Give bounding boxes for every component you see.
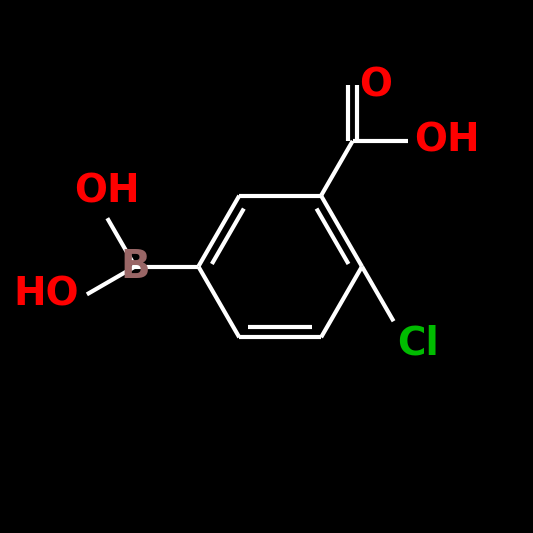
Text: Cl: Cl [397, 325, 439, 363]
Text: B: B [120, 247, 150, 286]
Text: O: O [359, 66, 392, 104]
Text: OH: OH [75, 173, 140, 211]
Text: HO: HO [14, 276, 79, 313]
Text: OH: OH [414, 122, 480, 160]
